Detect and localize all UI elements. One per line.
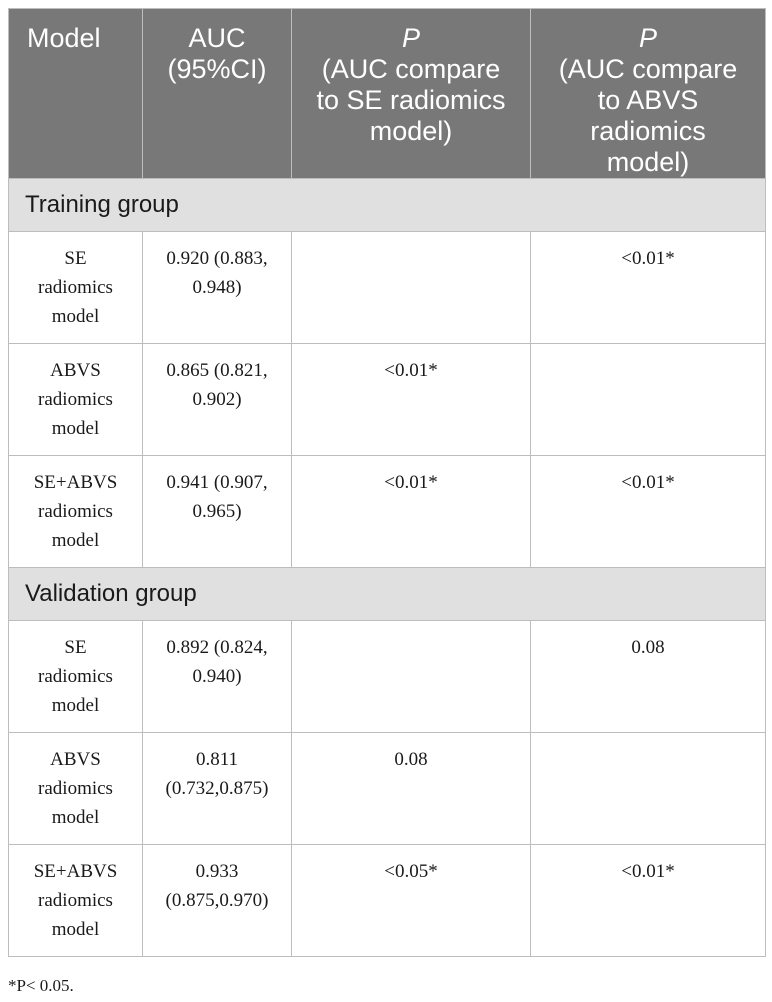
table-row: SE+ABVS radiomics model 0.933 (0.875,0.970)… [8, 844, 766, 957]
auc-comparison-table: Model AUC (95%CI) P (AUC compare to SE r… [8, 8, 766, 957]
table-row: SE radiomics model 0.920 (0.883, 0.948) <0.… [8, 231, 766, 344]
cell-auc: 0.941 (0.907, 0.965) [142, 455, 292, 568]
header-p-symbol: P [401, 23, 420, 53]
header-model-text: Model [27, 23, 101, 53]
header-p-line: radiomics [590, 116, 706, 146]
cell-p-vs-abvs: <0.01* [530, 455, 766, 568]
header-p-vs-se: P (AUC compare to SE radiomics model) [291, 8, 531, 179]
cell-p-vs-abvs [530, 732, 766, 845]
cell-p-vs-abvs [530, 343, 766, 456]
cell-p-vs-se: <0.01* [291, 343, 531, 456]
table-row: SE+ABVS radiomics model 0.941 (0.907, 0.965… [8, 455, 766, 568]
group-row-validation: Validation group [8, 567, 766, 621]
cell-auc: 0.920 (0.883, 0.948) [142, 231, 292, 344]
group-title: Validation group [8, 567, 766, 621]
cell-p-vs-se: <0.01* [291, 455, 531, 568]
cell-p-vs-abvs: 0.08 [530, 620, 766, 733]
cell-p-vs-abvs: <0.01* [530, 844, 766, 957]
header-auc-line: (95%CI) [167, 54, 267, 84]
header-model: Model [8, 8, 143, 179]
header-p-line: (AUC compare [558, 54, 738, 84]
table-row: SE radiomics model 0.892 (0.824, 0.940) 0.0… [8, 620, 766, 733]
cell-auc: 0.892 (0.824, 0.940) [142, 620, 292, 733]
header-p-line: (AUC compare [321, 54, 501, 84]
cell-auc: 0.811 (0.732,0.875) [142, 732, 292, 845]
table-row: ABVS radiomics model 0.865 (0.821, 0.902) <… [8, 343, 766, 456]
header-p-line: model) [606, 147, 690, 177]
group-row-training: Training group [8, 178, 766, 232]
header-auc-line: AUC [188, 23, 246, 53]
cell-model: SE radiomics model [8, 620, 143, 733]
cell-p-vs-se: 0.08 [291, 732, 531, 845]
table-footnote: *P< 0.05. [8, 976, 74, 995]
cell-auc: 0.865 (0.821, 0.902) [142, 343, 292, 456]
cell-model: ABVS radiomics model [8, 343, 143, 456]
cell-model: ABVS radiomics model [8, 732, 143, 845]
cell-auc: 0.933 (0.875,0.970) [142, 844, 292, 957]
header-row: Model AUC (95%CI) P (AUC compare to SE r… [8, 8, 766, 179]
cell-model: SE+ABVS radiomics model [8, 455, 143, 568]
header-p-line: to ABVS [597, 85, 699, 115]
header-auc: AUC (95%CI) [142, 8, 292, 179]
header-p-line: model) [369, 116, 453, 146]
table-row: ABVS radiomics model 0.811 (0.732,0.875) 0.… [8, 732, 766, 845]
cell-model: SE radiomics model [8, 231, 143, 344]
header-p-vs-abvs: P (AUC compare to ABVS radiomics model) [530, 8, 766, 179]
cell-model: SE+ABVS radiomics model [8, 844, 143, 957]
header-p-line: to SE radiomics [316, 85, 506, 115]
group-title: Training group [8, 178, 766, 232]
cell-p-vs-se [291, 620, 531, 733]
cell-p-vs-se: <0.05* [291, 844, 531, 957]
header-p-symbol: P [638, 23, 657, 53]
cell-p-vs-se [291, 231, 531, 344]
cell-p-vs-abvs: <0.01* [530, 231, 766, 344]
